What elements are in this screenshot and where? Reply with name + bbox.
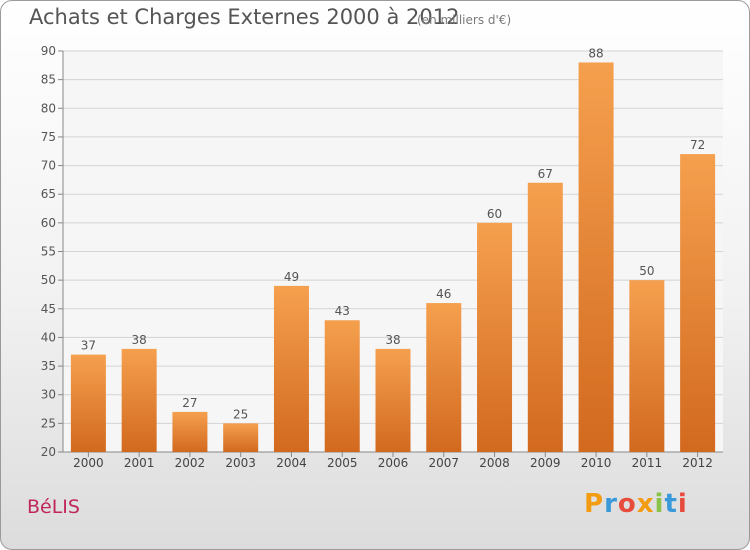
y-tick-label: 50: [41, 273, 56, 287]
y-tick-label: 65: [41, 187, 56, 201]
x-tick-label: 2005: [327, 456, 358, 470]
bar: [223, 423, 259, 452]
logo-letter: r: [604, 489, 618, 519]
y-tick-label: 45: [41, 302, 56, 316]
bar-value-label: 60: [487, 207, 502, 221]
y-tick-label: 40: [41, 330, 56, 344]
y-tick-label: 70: [41, 159, 56, 173]
x-tick-label: 2009: [530, 456, 561, 470]
x-tick-label: 2007: [428, 456, 459, 470]
bar: [578, 62, 614, 452]
bar-value-label: 50: [639, 264, 654, 278]
bar-value-label: 27: [182, 396, 197, 410]
y-tick-label: 55: [41, 245, 56, 259]
bar: [375, 348, 411, 452]
x-tick-label: 2012: [682, 456, 713, 470]
y-tick-label: 75: [41, 130, 56, 144]
logo-letter: P: [584, 489, 605, 519]
bar-value-label: 72: [690, 138, 705, 152]
logo-letter: i: [654, 489, 665, 519]
x-tick-label: 2002: [175, 456, 206, 470]
bar-value-label: 46: [436, 287, 451, 301]
x-tick-label: 2008: [479, 456, 510, 470]
x-tick-label: 2004: [276, 456, 307, 470]
chart-title: Achats et Charges Externes 2000 à 2012: [29, 5, 460, 29]
y-tick-label: 80: [41, 101, 56, 115]
x-tick-label: 2003: [225, 456, 256, 470]
bar-value-label: 38: [132, 333, 147, 347]
y-tick-label: 60: [41, 216, 56, 230]
y-tick-label: 30: [41, 388, 56, 402]
bar: [273, 285, 309, 452]
logo-letter: t: [664, 489, 678, 519]
proxiti-logo: Proxiti: [584, 489, 688, 519]
bar: [629, 280, 665, 452]
bar-value-label: 88: [588, 46, 603, 60]
y-tick-label: 85: [41, 73, 56, 87]
x-tick-label: 2006: [378, 456, 409, 470]
bar: [70, 354, 106, 452]
bar: [527, 182, 563, 452]
x-tick-label: 2011: [632, 456, 663, 470]
chart-subtitle: (en milliers d'€): [417, 13, 512, 27]
y-tick-label: 35: [41, 359, 56, 373]
bar: [426, 303, 462, 452]
bar: [121, 348, 157, 452]
bar-value-label: 67: [538, 167, 553, 181]
bar-value-label: 49: [284, 270, 299, 284]
logo-letter: x: [636, 489, 655, 519]
bar: [680, 154, 716, 452]
x-tick-label: 2001: [124, 456, 155, 470]
bar-value-label: 25: [233, 407, 248, 421]
y-tick-label: 20: [41, 445, 56, 459]
commune-name: BéLIS: [27, 496, 80, 518]
logo-letter: o: [617, 489, 637, 519]
bar: [477, 222, 513, 452]
bar: [172, 411, 208, 452]
bar: [324, 320, 360, 452]
y-tick-label: 25: [41, 416, 56, 430]
bar-value-label: 43: [335, 304, 350, 318]
x-tick-label: 2010: [581, 456, 612, 470]
bar-value-label: 38: [385, 333, 400, 347]
y-tick-label: 90: [41, 44, 56, 58]
x-tick-label: 2000: [73, 456, 104, 470]
bar-value-label: 37: [81, 339, 96, 353]
logo-letter: i: [677, 489, 688, 519]
